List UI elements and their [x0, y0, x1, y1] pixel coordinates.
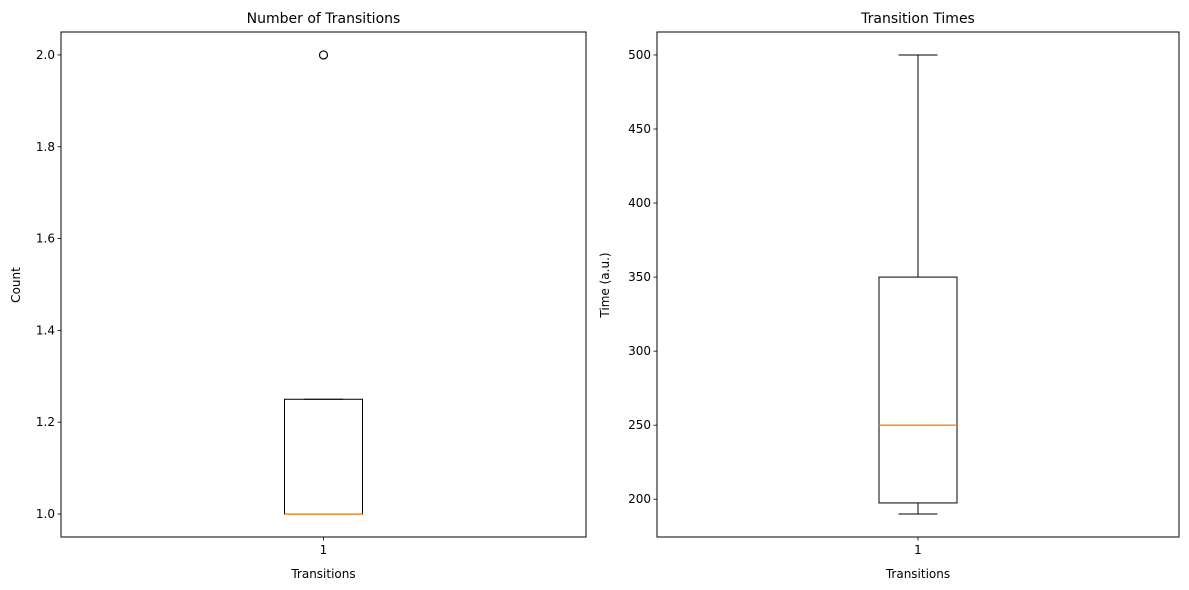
y-tick-label: 200: [628, 492, 651, 506]
y-tick-label: 350: [628, 270, 651, 284]
y-tick-label: 300: [628, 344, 651, 358]
y-axis-label: Count: [9, 267, 23, 303]
y-tick-label: 1.0: [36, 507, 55, 521]
y-tick-label: 2.0: [36, 48, 55, 62]
iqr-box: [284, 398, 363, 515]
x-axis-label: Transitions: [885, 567, 950, 581]
outlier-point: [318, 50, 329, 60]
y-tick-label: 1.2: [36, 415, 55, 429]
chart-title: Number of Transitions: [247, 11, 401, 27]
chart-number-of-transitions: Number of Transitions Count Transitions …: [9, 11, 587, 581]
chart-title: Transition Times: [860, 11, 975, 27]
x-axis-label: Transitions: [290, 567, 355, 581]
y-tick-label: 450: [628, 122, 651, 136]
y-tick-label: 1.4: [36, 323, 55, 337]
y-axis-label: Time (a.u.): [598, 252, 612, 318]
y-tick-label: 500: [628, 48, 651, 62]
y-tick-label: 1.6: [36, 232, 55, 246]
axes-frame: [60, 31, 587, 538]
x-tick-label: 1: [914, 543, 922, 557]
y-tick-label: 250: [628, 418, 651, 432]
chart-transition-times: Transition Times Time (a.u.) Transitions…: [598, 11, 1180, 581]
iqr-box: [878, 276, 958, 504]
axes-frame: [656, 31, 1180, 538]
y-tick-label: 1.8: [36, 140, 55, 154]
x-tick-label: 1: [320, 543, 328, 557]
y-tick-label: 400: [628, 196, 651, 210]
